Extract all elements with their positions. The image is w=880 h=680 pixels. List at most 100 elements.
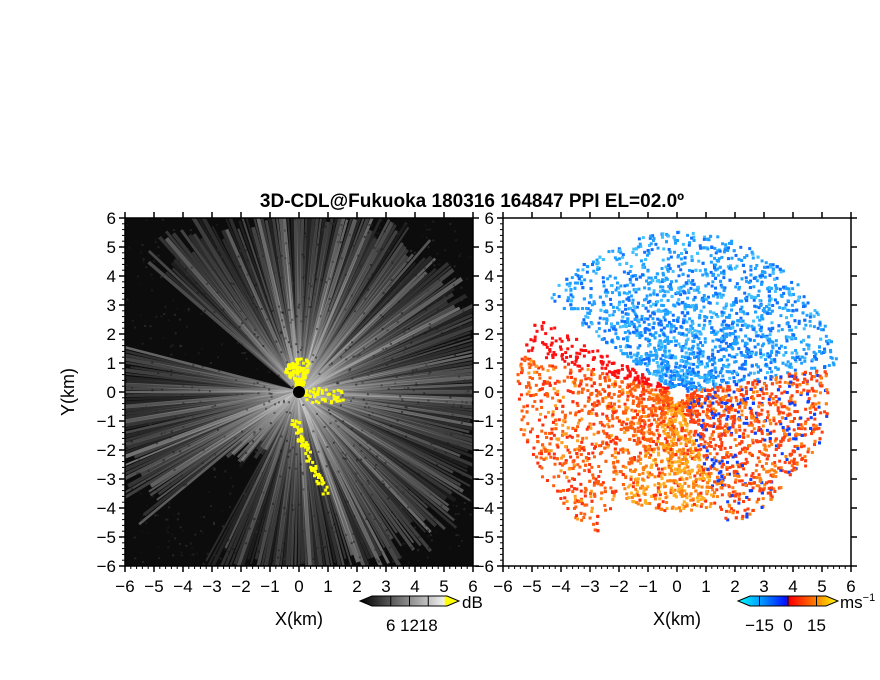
velocity-cell [811, 430, 815, 434]
snr-speckle [427, 289, 430, 292]
velocity-cell [768, 333, 772, 337]
strong-echo-cell [295, 382, 299, 386]
snr-speckle [289, 321, 292, 324]
snr-speckle [399, 282, 402, 285]
velocity-cell [552, 293, 556, 297]
velocity-cell [697, 444, 701, 448]
snr-speckle [196, 552, 199, 555]
snr-ray [125, 389, 300, 428]
x-tick-label: 4 [410, 577, 419, 596]
snr-speckle [347, 548, 350, 551]
snr-speckle [390, 511, 393, 514]
velocity-cell [747, 373, 751, 377]
snr-speckle [203, 515, 206, 518]
velocity-cell [748, 481, 752, 485]
velocity-cell [584, 314, 588, 318]
velocity-cell [769, 339, 773, 343]
snr-speckle [162, 336, 165, 339]
velocity-cell [617, 394, 621, 398]
velocity-cell [604, 294, 608, 298]
snr-ray [297, 390, 433, 553]
velocity-cell [591, 357, 595, 361]
snr-speckle [312, 354, 315, 357]
velocity-cell [697, 357, 701, 361]
velocity-cell [658, 471, 662, 475]
snr-speckle [346, 500, 349, 503]
snr-ray [297, 391, 331, 566]
velocity-cell [537, 366, 541, 370]
strong-echo-cell [305, 398, 309, 402]
velocity-cell [652, 291, 656, 295]
velocity-cell [675, 290, 679, 294]
velocity-cell [770, 442, 774, 446]
snr-speckle [218, 557, 221, 560]
snr-speckle [401, 435, 404, 438]
velocity-cell [775, 286, 779, 290]
snr-ray [125, 345, 300, 394]
snr-speckle [387, 387, 390, 390]
snr-ray [125, 390, 300, 401]
velocity-cell [690, 451, 694, 455]
velocity-cell [573, 362, 577, 366]
snr-speckle [126, 451, 129, 454]
snr-speckle [356, 459, 359, 462]
snr-speckle [354, 480, 357, 483]
snr-speckle [146, 480, 149, 483]
velocity-cell [793, 445, 797, 449]
velocity-cell [719, 437, 723, 441]
strong-echo-cell [320, 479, 324, 483]
velocity-cell [642, 488, 646, 492]
snr-speckle [213, 521, 216, 524]
strong-echo-cell [317, 387, 321, 391]
snr-speckle [232, 283, 235, 286]
snr-speckle [177, 259, 180, 262]
velocity-cell [644, 297, 648, 301]
snr-speckle [471, 500, 473, 503]
velocity-cell [670, 382, 674, 386]
velocity-cell [679, 509, 683, 513]
snr-speckle [246, 514, 249, 517]
velocity-cell [793, 417, 797, 421]
snr-speckle [141, 407, 144, 410]
velocity-cell [718, 461, 722, 465]
snr-speckle [352, 444, 355, 447]
velocity-cell [648, 501, 652, 505]
snr-speckle [424, 422, 427, 425]
velocity-cell [726, 365, 730, 369]
snr-speckle [367, 231, 370, 234]
velocity-cell [663, 386, 667, 390]
velocity-cell [572, 463, 576, 467]
velocity-cell [800, 361, 804, 365]
snr-speckle [221, 510, 224, 513]
velocity-cell [552, 433, 556, 437]
velocity-cell [706, 364, 710, 368]
velocity-cell [705, 467, 709, 471]
snr-ray [298, 390, 473, 420]
snr-ray [165, 271, 300, 394]
velocity-cell [700, 394, 704, 398]
snr-ray [298, 390, 458, 529]
snr-ray [147, 250, 300, 394]
velocity-cell [540, 475, 544, 479]
snr-speckle [137, 490, 140, 493]
snr-speckle [407, 561, 410, 564]
velocity-cell [666, 290, 670, 294]
velocity-cell [673, 329, 677, 333]
velocity-cell [700, 502, 704, 506]
snr-ray [225, 390, 301, 459]
velocity-cell [698, 352, 702, 356]
velocity-cell [572, 506, 576, 510]
velocity-cell [565, 355, 569, 359]
velocity-cell [585, 270, 589, 274]
velocity-cell [596, 399, 600, 403]
velocity-cell [697, 455, 701, 459]
velocity-cell [761, 437, 765, 441]
snr-speckle [220, 343, 223, 346]
velocity-cell [789, 362, 793, 366]
snr-speckle [259, 531, 262, 534]
snr-speckle [131, 319, 134, 322]
snr-speckle [278, 305, 281, 308]
strong-echo-cell [320, 388, 324, 392]
snr-speckle [151, 495, 154, 498]
velocity-cell [698, 313, 702, 317]
